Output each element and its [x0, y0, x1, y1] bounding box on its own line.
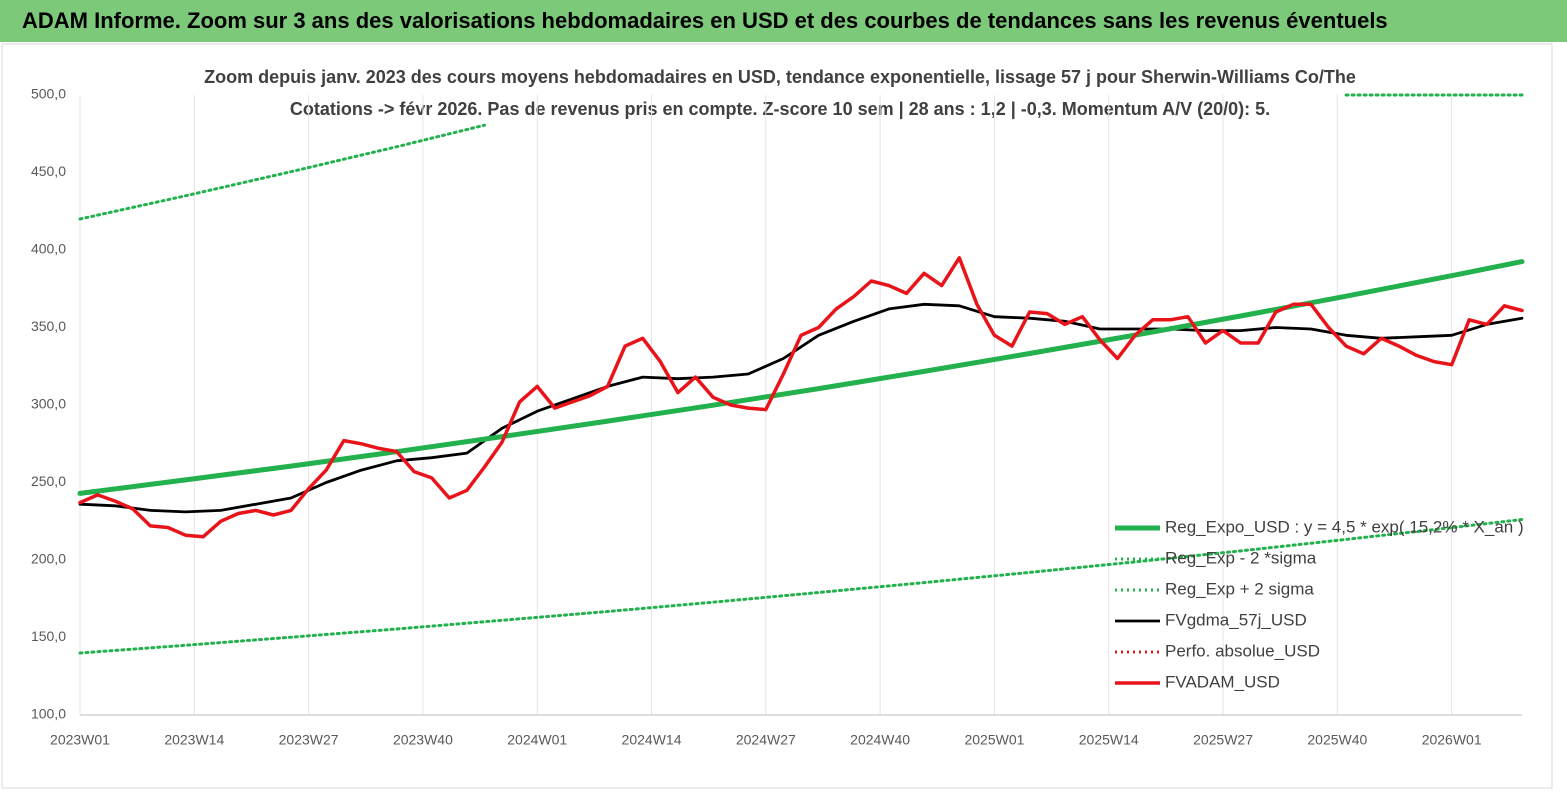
legend-label: FVgdma_57j_USD [1165, 610, 1307, 629]
y-tick-label: 350,0 [31, 318, 66, 334]
y-tick-label: 200,0 [31, 551, 66, 567]
x-tick-label: 2023W27 [279, 732, 339, 748]
x-tick-label: 2025W27 [1193, 732, 1253, 748]
x-tick-label: 2025W01 [964, 732, 1024, 748]
series-line [78, 256, 1524, 539]
series-line [78, 123, 486, 221]
series-line [78, 518, 1524, 655]
series-line [77, 259, 1525, 496]
x-tick-label: 2024W27 [736, 732, 796, 748]
x-tick-label: 2024W01 [507, 732, 567, 748]
legend-label: Reg_Expo_USD : y = 4,5 * exp( 15,2% * X_… [1165, 517, 1524, 536]
legend-label: Perfo. absolue_USD [1165, 641, 1320, 660]
x-tick-label: 2025W40 [1307, 732, 1367, 748]
y-tick-label: 450,0 [31, 163, 66, 179]
chart-title: Zoom depuis janv. 2023 des cours moyens … [204, 67, 1356, 87]
plot [77, 93, 1525, 655]
y-tick-label: 100,0 [31, 706, 66, 722]
chart-subtitle: Cotations -> févr 2026. Pas de revenus p… [290, 99, 1270, 119]
y-tick-label: 500,0 [31, 86, 66, 102]
header-bar [0, 0, 1567, 42]
y-tick-label: 300,0 [31, 396, 66, 412]
chart-frame [1, 43, 1553, 789]
x-tick-label: 2023W01 [50, 732, 110, 748]
header-title: ADAM Informe. Zoom sur 3 ans des valoris… [22, 8, 1388, 33]
legend-label: Reg_Exp - 2 *sigma [1165, 548, 1317, 567]
y-tick-label: 150,0 [31, 628, 66, 644]
x-tick-label: 2024W14 [622, 732, 682, 748]
y-tick-label: 250,0 [31, 473, 66, 489]
legend-label: Reg_Exp + 2 sigma [1165, 579, 1314, 598]
y-tick-label: 400,0 [31, 241, 66, 257]
legend: Reg_Expo_USD : y = 4,5 * exp( 15,2% * X_… [1115, 517, 1524, 691]
grid: 100,0 150,0 200,0 250,0 300,0 350,0 400,0 450,0… [31, 86, 1522, 748]
x-tick-label: 2023W14 [164, 732, 224, 748]
series-line [78, 302, 1524, 514]
legend-label: FVADAM_USD [1165, 672, 1280, 691]
x-tick-label: 2024W40 [850, 732, 910, 748]
x-tick-label: 2025W14 [1079, 732, 1139, 748]
x-tick-label: 2026W01 [1422, 732, 1482, 748]
x-tick-label: 2023W40 [393, 732, 453, 748]
